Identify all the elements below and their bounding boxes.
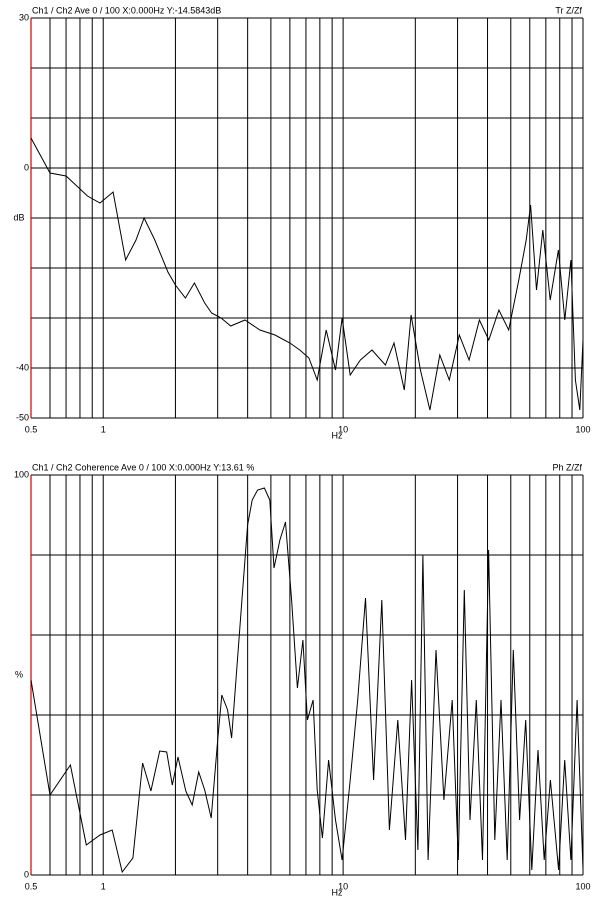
data-line (30, 137, 584, 411)
y-tick-label: 0 (24, 869, 29, 879)
y-tick-label: -40 (16, 362, 29, 372)
x-tick-label: 10 (338, 424, 348, 434)
y-axis-label: % (15, 669, 23, 679)
data-line (30, 487, 584, 874)
x-tick-label: 0.5 (25, 424, 38, 434)
x-tick-label: 100 (575, 881, 590, 891)
x-tick-label: 100 (575, 424, 590, 434)
chart-title: Ch1 / Ch2 Ave 0 / 100 X:0.000Hz Y:-14.58… (32, 5, 221, 15)
y-tick-label: -50 (16, 412, 29, 422)
x-axis-label: Hz (332, 430, 343, 440)
x-axis-label: Hz (332, 887, 343, 897)
x-tick-label: 0.5 (25, 881, 38, 891)
y-tick-label: 100 (14, 469, 29, 479)
x-tick-label: 1 (101, 424, 106, 434)
x-tick-label: 10 (338, 881, 348, 891)
y-tick-label: 30 (19, 12, 29, 22)
mode-label: Tr Z/Zf (555, 5, 582, 15)
chart-title: Ch1 / Ch2 Coherence Ave 0 / 100 X:0.000H… (32, 462, 254, 472)
x-tick-label: 1 (101, 881, 106, 891)
mode-label: Ph Z/Zf (552, 462, 582, 472)
y-tick-label: 0 (24, 162, 29, 172)
y-axis-label: dB (13, 212, 24, 222)
